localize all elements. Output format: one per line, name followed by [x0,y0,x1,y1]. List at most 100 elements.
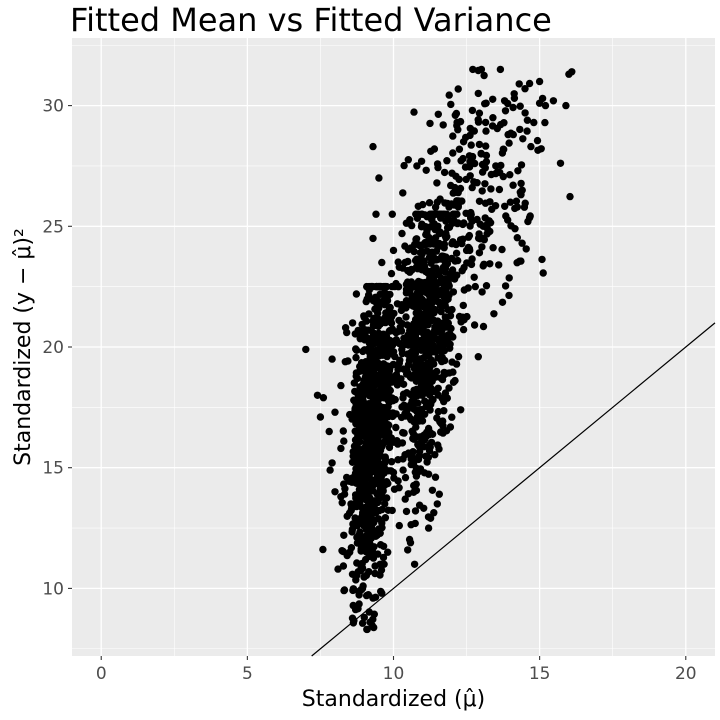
data-point [454,352,463,361]
data-point [367,409,375,417]
data-point [413,433,421,441]
data-point [440,397,448,406]
data-point [369,142,377,151]
data-point [358,564,367,572]
data-point [399,380,408,388]
data-point [417,373,425,381]
data-point [400,334,408,342]
data-point [474,118,483,126]
data-point [398,229,406,238]
data-point [374,480,383,488]
data-point [375,525,383,533]
data-point [406,216,414,224]
data-point [417,157,426,165]
data-point [389,246,398,255]
data-point [384,430,392,438]
data-point [388,506,396,515]
data-point [407,278,416,286]
data-point [517,191,525,199]
data-point [478,243,486,251]
x-tick-label: 20 [675,664,697,684]
data-point [480,260,488,268]
data-point [468,152,477,161]
data-point [481,180,489,188]
data-point [400,161,408,170]
data-point [351,330,359,338]
data-point [385,443,394,452]
data-point [361,424,369,432]
data-point [454,203,462,211]
data-point [392,410,400,418]
data-point [434,317,442,325]
data-point [416,249,425,257]
data-point [410,560,419,568]
data-point [416,465,425,473]
data-point [511,204,519,213]
data-point [373,348,382,356]
data-point [421,238,429,247]
data-point [457,157,465,165]
data-point [514,167,522,175]
data-point [408,450,416,459]
data-point [358,511,367,519]
data-point [419,329,427,337]
data-point [451,376,459,385]
data-point [348,319,357,327]
data-point [406,355,414,363]
data-point [448,254,456,263]
data-point [404,156,412,164]
data-point [524,217,532,226]
data-point [389,348,398,356]
data-point [450,210,458,218]
data-point [423,308,431,317]
data-point [404,341,413,349]
data-point [499,145,507,153]
data-point [389,339,398,347]
data-point [471,282,479,291]
data-point [422,166,430,174]
data-point [509,181,517,189]
data-point [433,179,441,187]
data-point [393,378,401,386]
data-point [441,268,450,276]
data-point [486,260,494,268]
data-point [383,351,391,360]
data-point [440,252,448,261]
data-point [381,289,390,297]
data-point [521,85,529,93]
data-point [398,304,406,313]
data-point [525,79,534,88]
data-point [374,309,382,317]
data-point [360,413,369,421]
data-point [363,538,371,546]
data-point [337,444,345,453]
data-point [505,274,513,282]
data-point [448,305,456,314]
data-point [426,278,434,286]
data-point [389,438,398,446]
data-point [462,246,471,255]
data-point [331,408,339,416]
data-point [504,216,512,224]
data-point [389,468,398,477]
data-point [326,466,334,474]
y-tick-label: 10 [42,579,64,599]
y-axis-title: Standardized (y − μ̂)² [11,228,36,466]
data-point [375,506,383,515]
data-point [397,413,406,422]
data-point [357,359,366,367]
data-point [504,130,512,139]
data-point [430,387,438,396]
data-point [368,509,376,517]
data-point [421,287,429,295]
data-point [415,241,423,249]
data-point [343,328,351,337]
data-point [394,365,402,374]
data-point [401,242,409,250]
data-point [505,139,513,147]
data-point [538,255,546,264]
data-point [399,428,407,437]
y-tick-label: 25 [42,217,64,237]
data-point [337,493,345,501]
data-point [431,451,439,459]
